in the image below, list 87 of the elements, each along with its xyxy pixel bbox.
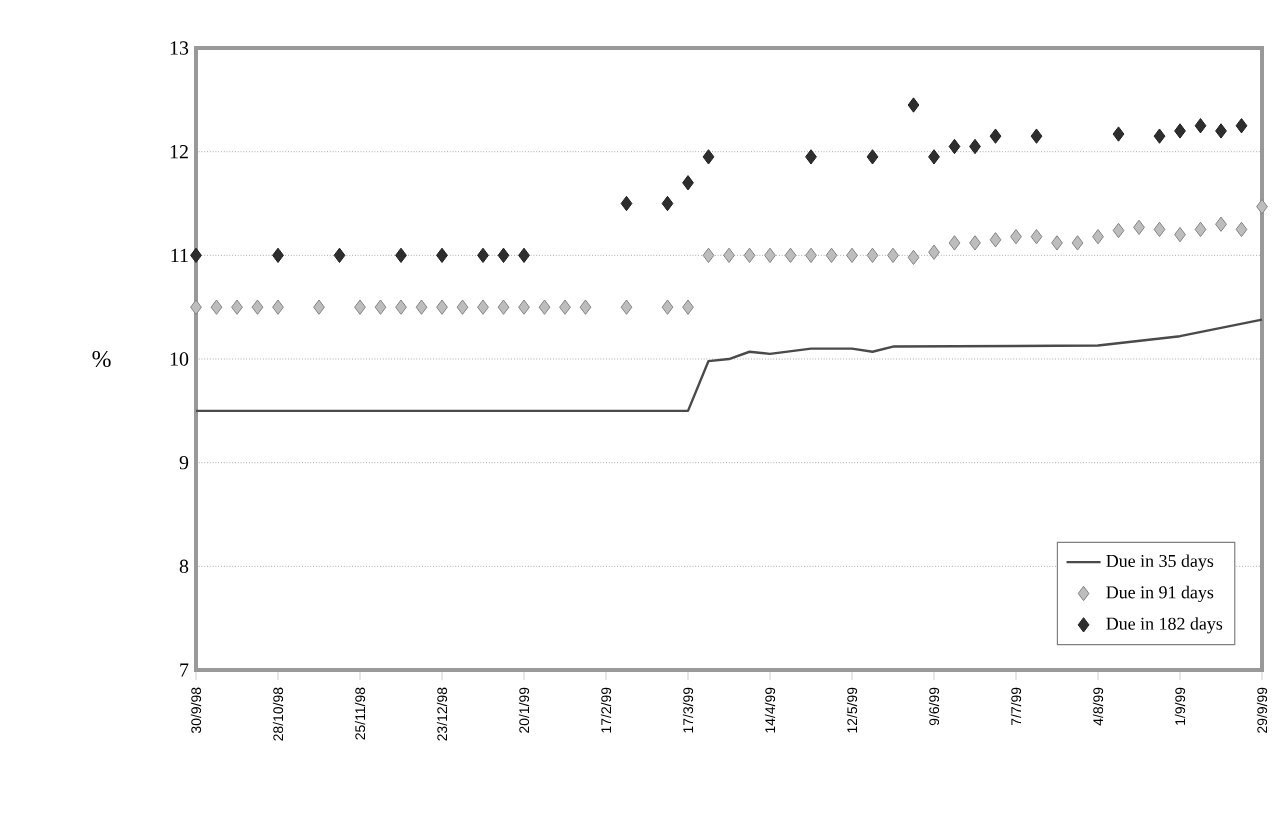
point (948, 138, 961, 155)
point (477, 299, 489, 315)
point (354, 299, 366, 315)
point (538, 299, 551, 315)
point (1030, 229, 1043, 245)
point (661, 299, 674, 315)
point (210, 299, 223, 315)
point (702, 247, 715, 264)
point (989, 128, 1002, 144)
point (395, 299, 407, 315)
point (1174, 123, 1186, 139)
point (846, 247, 858, 264)
point (518, 299, 530, 315)
point (907, 249, 920, 266)
point (497, 247, 510, 264)
point (272, 299, 284, 315)
point (1194, 118, 1207, 134)
point (969, 235, 981, 251)
y-tick-label: 7 (180, 663, 189, 677)
point (190, 299, 202, 315)
point (313, 299, 325, 315)
point (456, 299, 469, 315)
point (1215, 123, 1227, 139)
point (989, 232, 1002, 248)
point (661, 195, 674, 212)
y-tick-label: 13 (170, 41, 189, 55)
point (784, 247, 797, 264)
point (395, 247, 407, 264)
point (907, 97, 920, 113)
point (1071, 235, 1084, 251)
line-series (194, 318, 1264, 413)
point (928, 149, 940, 165)
point (497, 299, 510, 315)
point (805, 247, 817, 264)
point (251, 299, 264, 315)
point (1153, 221, 1166, 238)
point (805, 149, 817, 165)
point (190, 247, 202, 264)
y-axis-title: % (92, 350, 111, 368)
point (682, 175, 694, 191)
point (436, 299, 448, 315)
point (1153, 128, 1166, 144)
point (1256, 198, 1268, 215)
point (559, 299, 571, 315)
y-tick-label: 9 (179, 455, 189, 470)
point (887, 247, 899, 264)
legend-label: Due in 35 days (1106, 554, 1214, 571)
point (477, 247, 489, 264)
point (866, 247, 879, 264)
point (702, 149, 715, 165)
point (764, 247, 776, 264)
legend-label: Due in 182 days (1106, 617, 1223, 634)
point (743, 247, 756, 264)
point (723, 247, 735, 264)
point (1030, 128, 1043, 144)
point (272, 247, 284, 264)
point (1092, 229, 1104, 245)
y-tick-label: 8 (179, 559, 189, 574)
point (1112, 222, 1125, 239)
point (518, 247, 530, 264)
point (415, 299, 428, 315)
point (825, 247, 838, 264)
y-tick-label: 11 (171, 248, 188, 262)
point (374, 299, 387, 315)
y-tick-label: 12 (170, 145, 188, 159)
point (969, 138, 981, 155)
point (1010, 229, 1022, 245)
point (333, 247, 346, 264)
y-tick-label: 10 (170, 352, 189, 366)
point (682, 299, 694, 315)
point (231, 299, 243, 315)
point (1235, 221, 1248, 238)
point (1174, 226, 1186, 243)
point (866, 149, 879, 165)
point (928, 244, 940, 260)
point (620, 299, 633, 315)
point (436, 247, 448, 264)
point (1051, 235, 1063, 251)
point (948, 235, 961, 251)
point (1194, 221, 1207, 238)
point (579, 299, 592, 315)
point (1112, 126, 1125, 142)
point (1235, 118, 1248, 134)
point (1133, 219, 1145, 236)
legend-label: Due in 91 days (1106, 585, 1214, 603)
point (620, 195, 633, 212)
point (1215, 216, 1227, 232)
